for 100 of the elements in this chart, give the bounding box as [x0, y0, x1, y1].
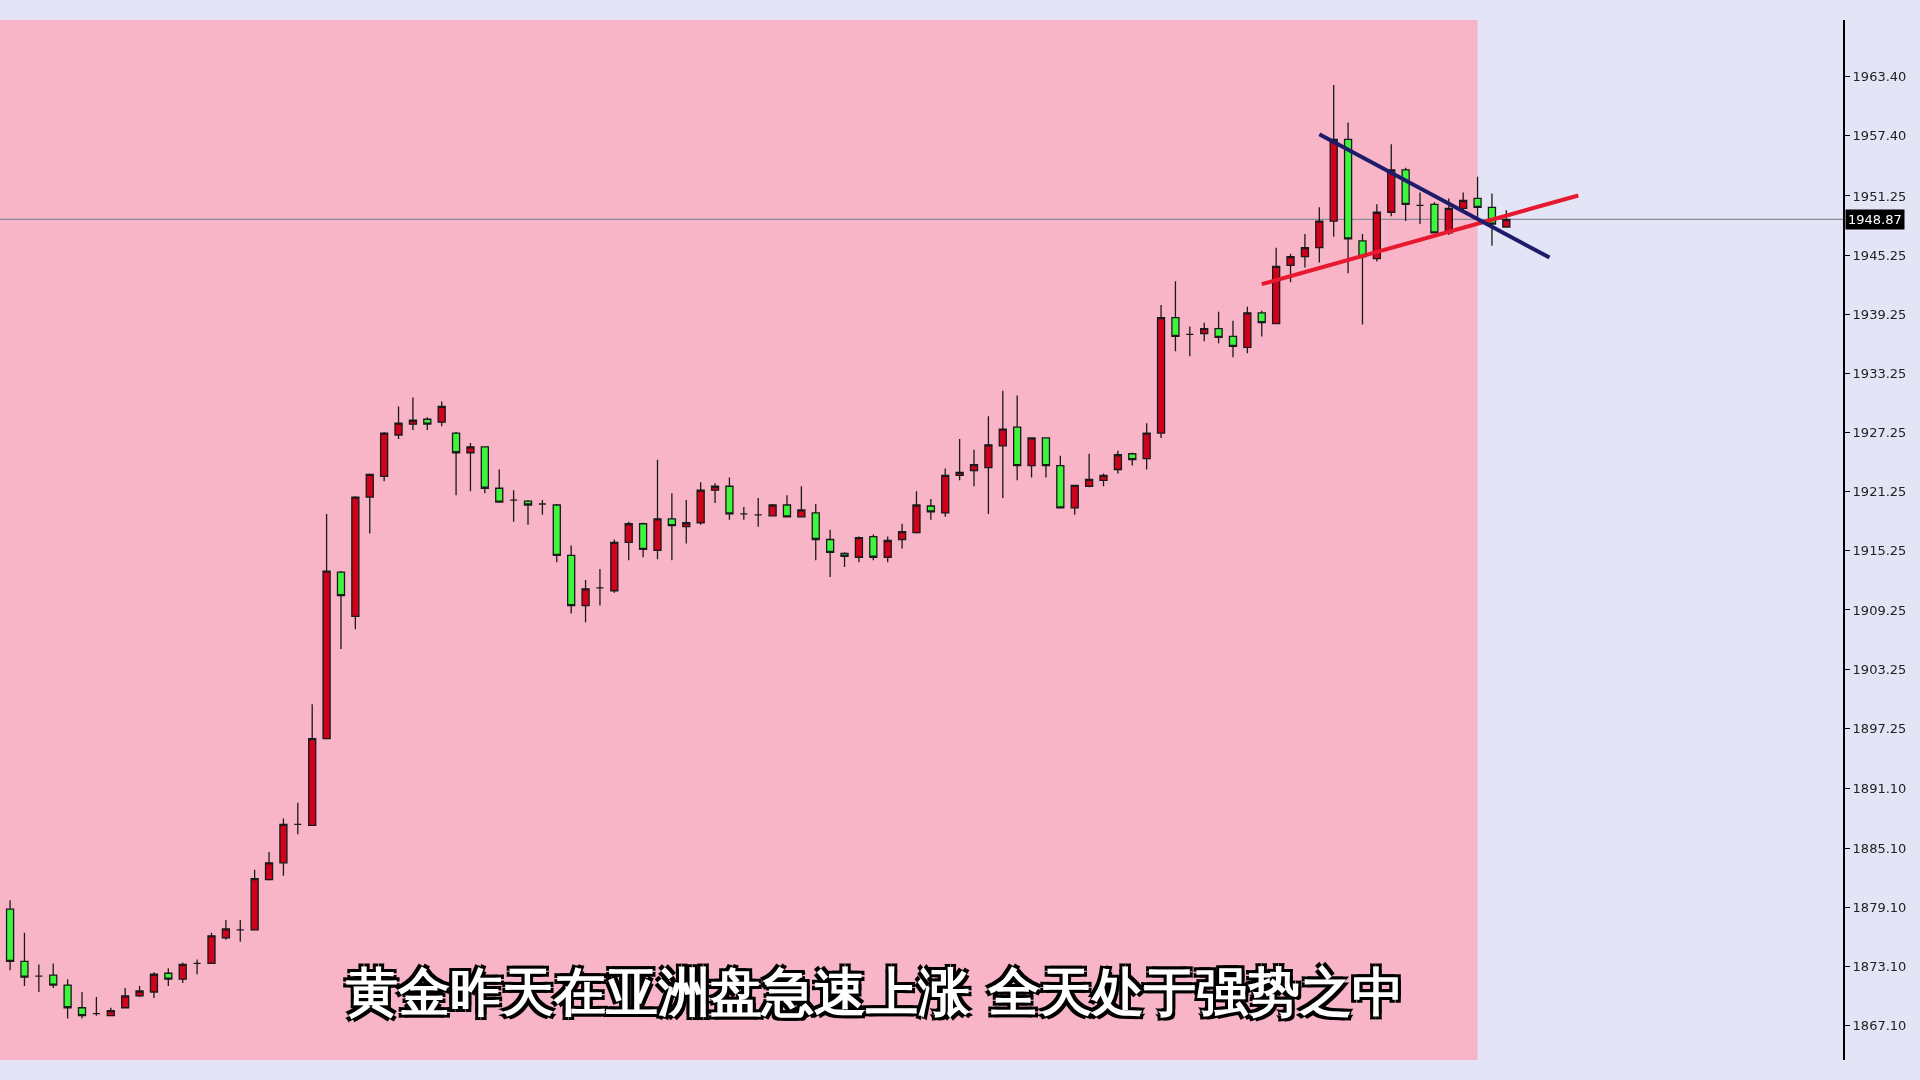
candlestick: [1243, 306, 1252, 354]
candlestick: [423, 416, 432, 431]
candlestick: [782, 494, 792, 518]
y-tick-label: 1867.10: [1852, 1018, 1907, 1034]
candlestick: [725, 476, 734, 521]
y-tick-label: 1933.25: [1852, 365, 1907, 381]
candlestick: [754, 497, 763, 528]
candlestick: [1343, 121, 1353, 274]
candlestick: [538, 499, 547, 516]
candlestick: [1271, 247, 1281, 325]
candlestick: [408, 396, 418, 431]
candlestick: [1358, 233, 1367, 326]
candlestick: [437, 400, 446, 427]
candlestick: [1329, 84, 1338, 238]
candlestick: [466, 442, 475, 492]
candlestick: [1013, 394, 1022, 482]
candlestick: [825, 529, 835, 578]
y-tick-label: 1951.25: [1852, 188, 1907, 204]
candlestick: [1070, 484, 1079, 516]
y-tick-label: 1921.25: [1852, 484, 1907, 500]
candlestick: [1128, 452, 1137, 467]
candlestick: [149, 971, 159, 999]
candlestick: [480, 446, 490, 494]
candlestick: [1228, 320, 1238, 358]
y-tick-label: 1873.10: [1852, 958, 1907, 974]
candlestick: [638, 522, 648, 558]
candlestick: [207, 932, 216, 965]
candlestick: [1171, 280, 1180, 352]
candlestick: [164, 967, 173, 987]
candlestick: [1430, 201, 1439, 234]
candlestick: [5, 899, 15, 971]
candlestick: [1113, 450, 1123, 475]
y-tick-label: 1945.25: [1852, 247, 1907, 263]
candlestick: [624, 521, 633, 561]
candlestick: [595, 568, 605, 607]
annotation: 黄金昨天在亚洲盘急速上涨 全天处于强势之中: [346, 962, 1405, 1022]
candlestick: [77, 991, 87, 1020]
candlestick: [365, 472, 374, 535]
candlestick: [264, 851, 274, 882]
candlestick: [135, 985, 144, 998]
candlestick: [20, 932, 29, 987]
y-tick-label: 1927.25: [1852, 425, 1907, 441]
candlestick: [912, 490, 921, 535]
ref-line-label: 1948.87: [1848, 212, 1902, 227]
candlestick: [1502, 209, 1511, 228]
candlestick: [523, 500, 533, 526]
candlestick: [926, 498, 936, 521]
candlestick: [710, 482, 720, 504]
y-tick-label: 1897.25: [1852, 720, 1907, 736]
y-tick-label: 1915.25: [1852, 543, 1907, 559]
candlestick: [1214, 311, 1223, 344]
candlestick: [192, 958, 202, 975]
candlestick: [955, 438, 964, 482]
candlestick: [1084, 453, 1094, 488]
candlestick: [610, 538, 619, 594]
candlestick: [49, 962, 58, 989]
candlestick: [63, 978, 72, 1020]
candlestick: [969, 449, 979, 487]
y-tick-label: 1957.40: [1852, 127, 1907, 143]
candlestick: [1142, 422, 1151, 471]
candlestick: [682, 499, 691, 545]
candlestick: [567, 544, 576, 615]
candlestick: [1300, 233, 1310, 269]
candlestick: [552, 503, 561, 563]
candlestick: [279, 817, 288, 877]
candlestick: [941, 467, 950, 518]
y-tick-label: 1963.40: [1852, 68, 1907, 84]
candlestick: [667, 492, 677, 561]
candlestick: [1415, 191, 1425, 225]
candlestick: [854, 535, 864, 563]
candlestick: [379, 431, 389, 482]
candlestick: [1200, 321, 1209, 343]
candlestick: [495, 468, 504, 503]
candlestick: [581, 579, 590, 623]
candlestick: [1473, 176, 1482, 218]
candlestick: [696, 481, 705, 526]
candlestick: [250, 869, 259, 931]
candlestick: [308, 703, 317, 827]
candlestick: [394, 405, 403, 440]
candlestick: [509, 489, 518, 523]
candlestick: [811, 503, 820, 561]
y-tick-label: 1885.10: [1852, 840, 1907, 856]
candlestick: [1185, 325, 1194, 357]
candlestick: [1056, 455, 1065, 509]
candlestick: [322, 513, 331, 740]
candlestick: [1156, 304, 1166, 439]
candlestick: [1041, 437, 1051, 479]
y-tick-label: 1903.25: [1852, 661, 1907, 677]
candlestick: [236, 919, 245, 943]
y-tick-label: 1891.10: [1852, 781, 1907, 797]
y-tick-label: 1879.10: [1852, 899, 1907, 915]
candlestick: [1027, 437, 1036, 479]
candlestick: [34, 963, 44, 993]
candlestick: [653, 459, 662, 560]
candlestick: [869, 533, 878, 561]
candlestick: [293, 802, 302, 835]
y-tick-label: 1939.25: [1852, 306, 1907, 322]
candlestick: [1286, 252, 1295, 283]
candlestick: [797, 485, 806, 518]
candlestick: [883, 535, 892, 563]
